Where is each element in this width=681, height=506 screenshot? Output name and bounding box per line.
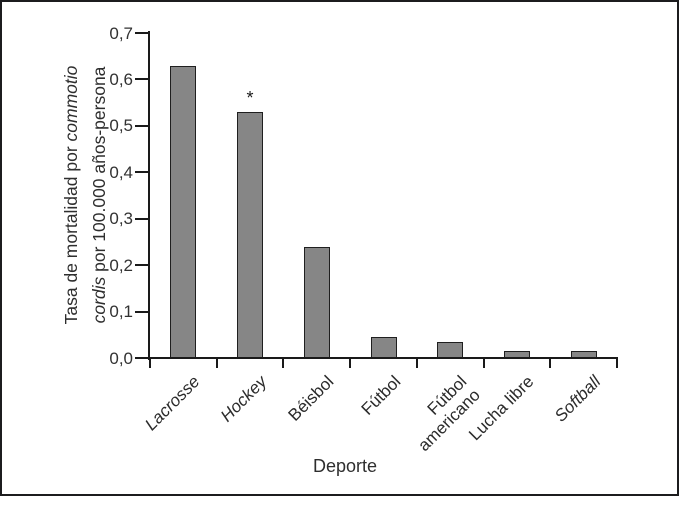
- bar-futbol: [370, 337, 397, 358]
- x-tick: [549, 359, 552, 368]
- x-tick: [482, 359, 485, 368]
- bar-beisbol: [303, 246, 330, 358]
- y-tick: [135, 171, 148, 174]
- x-tick: [415, 359, 418, 368]
- y-tick-label: 0,0: [109, 348, 133, 368]
- y-tick-label: 0,1: [109, 302, 133, 322]
- y-tick: [135, 124, 148, 127]
- y-tick-label: 0,2: [109, 255, 133, 275]
- bar-lacrosse: [170, 65, 197, 358]
- y-tick: [135, 217, 148, 220]
- y-tick-label: 0,5: [109, 116, 133, 136]
- bar-futbol-americano: [437, 341, 464, 358]
- x-tick: [349, 359, 352, 368]
- bar-lucha-libre: [503, 351, 530, 358]
- bar-hockey: [237, 111, 264, 358]
- x-axis-title: Deporte: [312, 456, 378, 476]
- y-tick: [135, 78, 148, 81]
- bar-softball: [570, 351, 597, 358]
- y-tick: [135, 357, 148, 359]
- y-tick: [135, 264, 148, 267]
- significance-asterisk: *: [246, 87, 254, 108]
- y-tick-label: 0,3: [109, 209, 133, 229]
- figure-border: [0, 0, 679, 496]
- y-tick-label: 0,7: [109, 23, 133, 43]
- x-tick: [616, 359, 618, 368]
- y-tick: [135, 32, 148, 34]
- y-axis-line: [148, 31, 150, 360]
- y-tick-label: 0,6: [109, 69, 133, 89]
- y-tick: [135, 310, 148, 313]
- y-tick-label: 0,4: [109, 162, 133, 182]
- x-tick: [215, 359, 218, 368]
- x-tick: [149, 359, 151, 368]
- x-axis-line: [148, 357, 618, 359]
- x-tick: [282, 359, 285, 368]
